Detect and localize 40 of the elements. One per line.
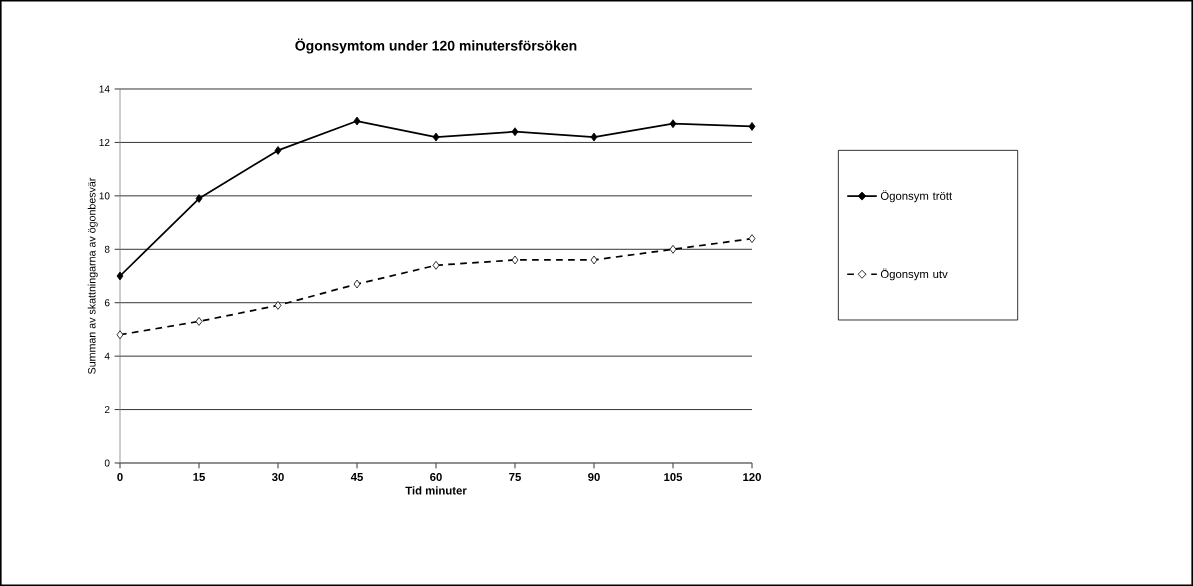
- y-tick-label: 10: [99, 192, 110, 200]
- point: [195, 194, 203, 203]
- point: [748, 234, 756, 243]
- x-tick-label: 30: [271, 473, 284, 482]
- chart-title: Ögonsymtom under 120 minutersförsöken: [295, 38, 577, 54]
- point: [590, 255, 598, 265]
- point: [274, 146, 282, 155]
- y-tick-label: 2: [104, 406, 110, 414]
- x-tick-label: 105: [664, 473, 683, 482]
- y-tick-label: 4: [104, 352, 110, 360]
- x-tick-label: 90: [588, 473, 600, 482]
- y-tick-label: 12: [99, 138, 110, 146]
- point: [432, 260, 440, 270]
- legend-label: Ögonsym utv: [880, 268, 948, 281]
- point: [353, 116, 361, 126]
- x-tick-label: 45: [350, 473, 363, 481]
- y-tick-label: 6: [104, 299, 110, 307]
- point: [274, 300, 282, 310]
- point: [511, 255, 519, 265]
- point: [116, 271, 124, 281]
- x-axis-title: Tid minuter: [405, 486, 467, 495]
- y-tick-label: 0: [104, 459, 110, 467]
- point: [116, 330, 124, 340]
- y-tick-label: 8: [104, 245, 110, 253]
- point: [669, 119, 677, 129]
- x-tick-label: 75: [509, 473, 521, 481]
- point: [748, 121, 756, 131]
- x-tick-label: 0: [117, 473, 123, 482]
- legend-label: Ögonsym trött: [880, 190, 953, 203]
- point: [669, 244, 677, 254]
- y-tick-label: 14: [99, 85, 110, 93]
- point: [195, 317, 203, 326]
- point: [511, 127, 519, 137]
- point: [353, 279, 361, 289]
- point: [432, 132, 440, 142]
- x-tick-label: 120: [743, 473, 761, 482]
- y-axis-title: Summan av skattningarna av ögonbesvär: [87, 177, 98, 374]
- x-tick-label: 60: [430, 473, 442, 482]
- x-tick-label: 15: [193, 473, 205, 481]
- point: [590, 132, 598, 142]
